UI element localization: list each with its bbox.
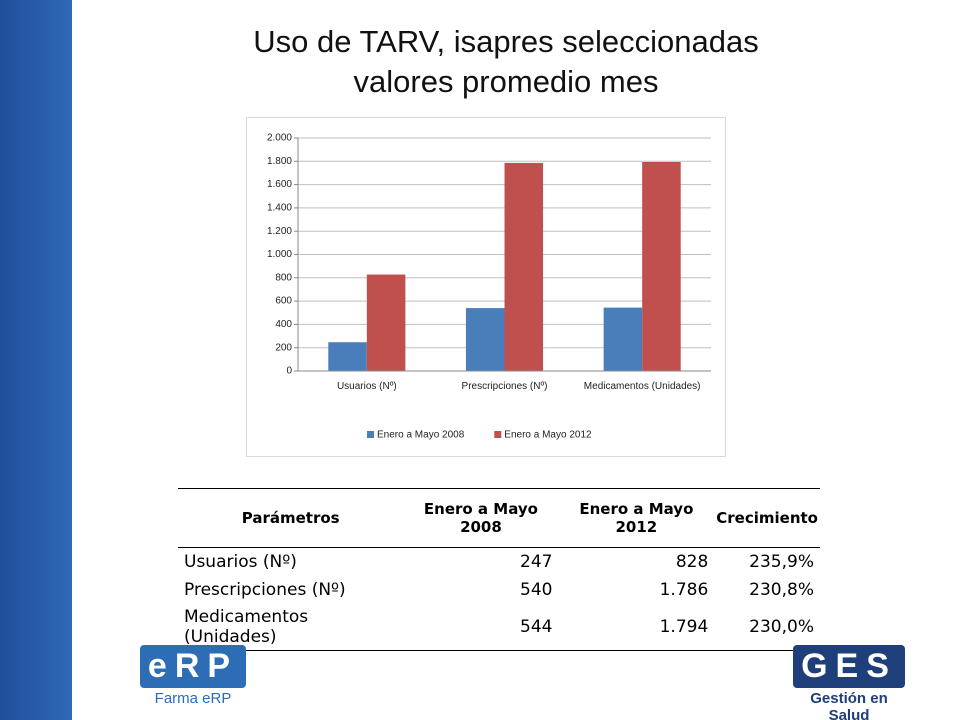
logo-mark: eRP: [139, 645, 247, 688]
header-cell: Enero a Mayo 2012: [558, 488, 715, 548]
header-cell: Crecimiento: [714, 488, 820, 548]
sidebar: [0, 0, 72, 720]
legend-label: Enero a Mayo 2012: [504, 430, 592, 441]
y-tick-label: 1.800: [267, 156, 292, 167]
bar: [328, 342, 367, 371]
y-tick-label: 1.400: [267, 203, 292, 214]
logo-ges: GES Gestión en Salud: [788, 645, 910, 720]
x-tick-label: Prescripciones (Nº): [461, 381, 548, 392]
bar: [465, 308, 505, 371]
header-cell: Enero a Mayo 2008: [403, 488, 559, 548]
y-tick-label: 600: [275, 296, 292, 307]
table-cell: 544: [403, 604, 559, 651]
table-cell: Medicamentos (Unidades): [178, 604, 404, 651]
y-tick-label: 1.200: [267, 226, 292, 237]
table-cell: 247: [520, 552, 553, 572]
logo-erp: eRP Farma eRP: [133, 645, 253, 707]
table-cell: 235,9%: [749, 552, 814, 572]
logo-caption: Farma eRP: [154, 690, 232, 707]
bar: [603, 307, 643, 371]
logo-mark: GES: [793, 645, 905, 688]
table-cell: 230,8%: [749, 580, 814, 600]
logo-caption: Gestión en Salud: [810, 690, 888, 720]
table-cell: Prescripciones (Nº): [184, 580, 346, 600]
title-line: Uso de TARV, isapres seleccionadas: [253, 24, 759, 59]
x-tick-label: Usuarios (Nº): [336, 381, 397, 392]
header-row: Parámetros Enero a Mayo 2008 Enero a Mayo …: [178, 488, 820, 548]
table-cell: Usuarios (Nº): [184, 552, 297, 572]
table-cell: 1.786: [659, 580, 709, 600]
chart-box: 0 200 400 600 800 1.000 1.200 1.400 1.600 1.800 2.…: [246, 117, 726, 457]
header-cell: Parámetros: [178, 488, 404, 548]
legend-swatch: [367, 431, 374, 438]
table-body: Usuarios (Nº) 247 828 235,9% Prescripciones …: [178, 548, 820, 651]
y-tick-label: 400: [275, 319, 292, 330]
table-row: Medicamentos (Unidades) 544 1.794 230,0%: [178, 604, 820, 651]
table-row: Prescripciones (Nº) 540 1.786 230,8%: [178, 576, 820, 604]
table-row: Usuarios (Nº) 247 828 235,9%: [178, 548, 820, 577]
table-cell: 828: [675, 552, 709, 572]
y-tick-label: 0: [286, 366, 292, 377]
y-tick-label: 1.000: [267, 249, 292, 260]
x-tick-label: Medicamentos (Unidades): [583, 381, 701, 392]
y-tick-label: 200: [275, 342, 292, 353]
bar: [642, 161, 681, 371]
table-cell: 230,0%: [714, 604, 820, 651]
y-tick-label: 2.000: [267, 133, 292, 144]
bar: [504, 162, 544, 371]
table-cell: 540: [520, 580, 553, 600]
y-tick-label: 800: [275, 272, 292, 283]
table-cell: 1.794: [558, 604, 715, 651]
legend-swatch: [494, 431, 502, 438]
chart: 0 200 400 600 800 1.000 1.200 1.400 1.600 1.800 2.…: [267, 133, 711, 441]
data-table: Parámetros Enero a Mayo 2008 Enero a Mayo …: [178, 488, 820, 651]
legend-label: Enero a Mayo 2008: [377, 430, 465, 441]
bar: [366, 274, 406, 371]
title-line: valores promedio mes: [353, 64, 659, 99]
y-tick-label: 1.600: [267, 179, 292, 190]
